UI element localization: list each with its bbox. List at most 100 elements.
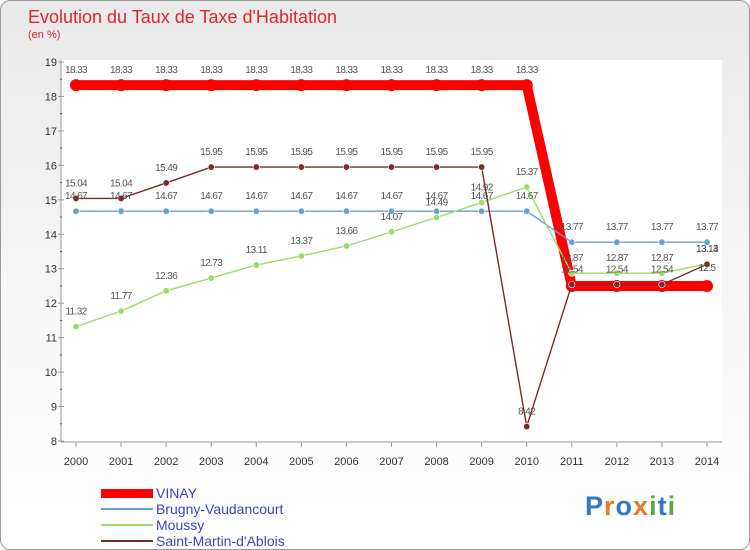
series-point (478, 199, 486, 207)
series-point (387, 163, 395, 171)
data-label: 14.67 (516, 191, 539, 202)
series-point (523, 423, 531, 431)
series-point (342, 163, 350, 171)
x-tick-label: 2013 (650, 456, 674, 468)
data-label: 15.37 (516, 167, 539, 178)
data-label: 14.67 (200, 191, 223, 202)
series-point (207, 163, 215, 171)
x-tick-label: 2008 (424, 456, 448, 468)
logo-letter: o (615, 491, 634, 521)
x-tick-label: 2007 (379, 456, 403, 468)
legend-item: Saint-Martin-d'Ablois (101, 533, 361, 549)
series-point (568, 238, 576, 246)
series-point (117, 194, 125, 202)
logo-letter: t (657, 491, 668, 521)
legend-swatch (101, 524, 153, 526)
legend-swatch (101, 488, 153, 498)
series-point (613, 281, 621, 289)
legend-label: Moussy (156, 517, 205, 533)
data-label: 12.5 (698, 263, 716, 274)
y-tick-label: 14 (45, 229, 57, 241)
series-point (701, 279, 713, 292)
series-point (658, 269, 666, 277)
data-label: 13.66 (335, 226, 358, 237)
series-point (297, 207, 305, 215)
series-point (160, 79, 173, 92)
x-tick-label: 2003 (199, 456, 223, 468)
series-point (387, 228, 395, 236)
series-point (162, 207, 170, 215)
series-point (475, 79, 488, 92)
series-point (568, 269, 576, 277)
series-point (250, 79, 263, 92)
data-label: 12.87 (651, 253, 674, 264)
data-label: 14.67 (110, 191, 133, 202)
series-point (117, 207, 125, 215)
data-label: 13.37 (290, 236, 313, 247)
legend-swatch (101, 540, 153, 542)
data-label: 13.77 (561, 222, 584, 233)
series-point (703, 238, 711, 246)
data-label: 13.77 (651, 222, 674, 233)
data-label: 13.13 (696, 244, 719, 255)
series-point (340, 79, 353, 92)
series-point (72, 323, 80, 331)
series-point (295, 79, 308, 92)
logo-letter: P (585, 491, 605, 521)
series-point (252, 163, 260, 171)
data-label: 18.33 (245, 65, 268, 76)
data-label: 13.11 (246, 245, 268, 256)
data-label: 13.14 (696, 244, 719, 255)
data-label: 12.87 (561, 253, 584, 264)
x-tick-label: 2001 (109, 456, 133, 468)
data-label: 14.67 (155, 191, 178, 202)
y-tick-label: 10 (45, 367, 57, 379)
legend: VINAY Brugny-Vaudancourt Moussy Saint-Marti… (101, 485, 361, 549)
logo-letter: x (633, 491, 650, 521)
data-label: 11.32 (65, 307, 87, 318)
legend-item: Brugny-Vaudancourt (101, 501, 361, 517)
data-label: 18.33 (516, 65, 539, 76)
series-point (70, 79, 82, 92)
data-label: 18.33 (155, 65, 178, 76)
series-point (297, 252, 305, 260)
series-point (205, 79, 218, 92)
series-point (72, 194, 80, 202)
data-label: 14.67 (65, 191, 88, 202)
x-tick-label: 2011 (560, 456, 584, 468)
series-point (342, 207, 350, 215)
x-tick-label: 2010 (514, 456, 538, 468)
series-point (387, 207, 395, 215)
data-label: 12.87 (606, 253, 629, 264)
data-label: 18.33 (471, 65, 494, 76)
y-tick-label: 19 (45, 57, 57, 69)
x-tick-label: 2014 (695, 456, 719, 468)
chart-subtitle: (en %) (28, 29, 61, 41)
series-point (523, 207, 531, 215)
series-point (72, 207, 80, 215)
legend-swatch (101, 508, 153, 510)
x-tick-label: 2002 (154, 456, 178, 468)
series-point (433, 207, 441, 215)
proxiti-logo: Proxiti (585, 491, 676, 522)
series-point (433, 163, 441, 171)
series-point (613, 238, 621, 246)
y-tick-label: 17 (45, 126, 57, 138)
series-point (478, 207, 486, 215)
data-label: 15.95 (335, 147, 358, 158)
series-point (252, 261, 260, 269)
y-tick-label: 11 (46, 333, 57, 345)
data-label: 8.42 (518, 407, 536, 418)
y-tick-label: 16 (45, 160, 57, 172)
series-point (430, 79, 443, 92)
series-point (523, 183, 531, 191)
series-point (613, 269, 621, 277)
y-tick-label: 15 (45, 195, 57, 207)
y-tick-label: 12 (45, 298, 57, 310)
data-label: 18.33 (426, 65, 449, 76)
data-label: 18.33 (110, 65, 133, 76)
plot-area (61, 60, 722, 443)
data-label: 15.95 (471, 147, 494, 158)
